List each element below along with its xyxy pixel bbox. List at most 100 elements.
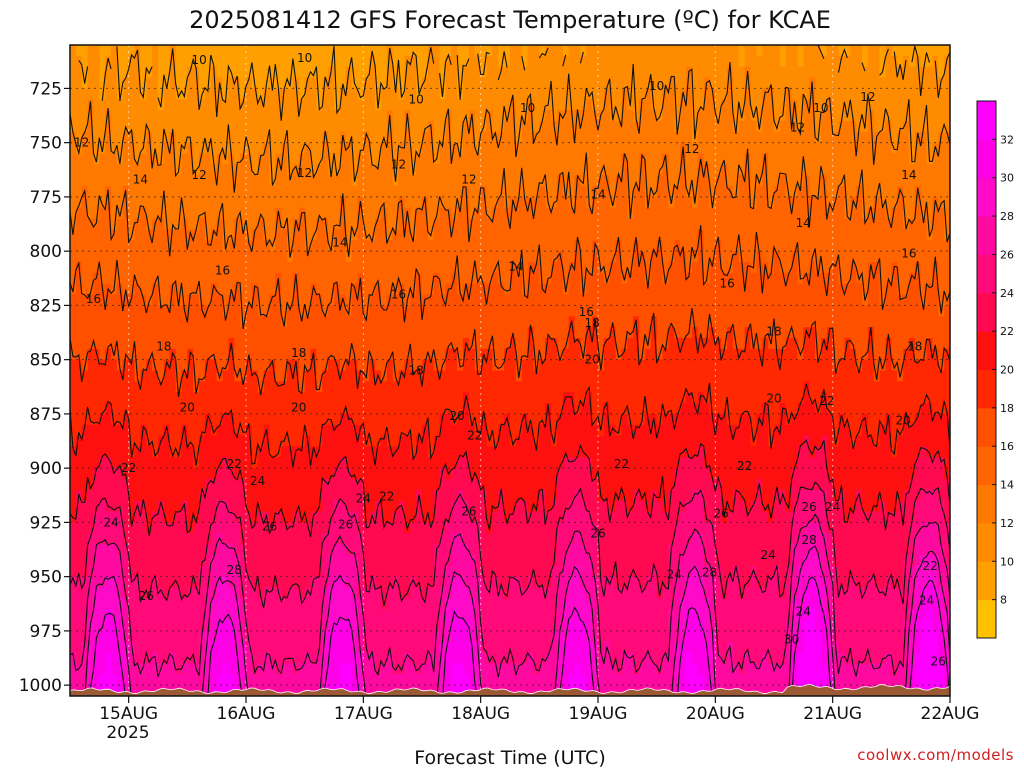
field-cell — [404, 218, 411, 231]
field-cell — [257, 337, 265, 350]
field-cell — [81, 131, 89, 144]
field-cell — [492, 533, 499, 545]
field-cell — [521, 283, 529, 296]
field-cell — [257, 131, 265, 144]
field-cell — [116, 77, 124, 89]
field-cell — [527, 413, 535, 426]
field-cell — [111, 316, 118, 328]
field-cell — [398, 175, 405, 187]
field-cell — [392, 598, 400, 610]
field-cell — [474, 305, 482, 317]
field-cell — [105, 370, 112, 382]
field-cell — [545, 262, 552, 274]
field-cell — [122, 381, 130, 393]
field-cell — [480, 403, 488, 415]
field-cell — [99, 392, 106, 404]
field-cell — [451, 262, 458, 274]
field-cell — [152, 609, 159, 621]
field-cell — [199, 262, 206, 274]
field-cell — [527, 272, 535, 285]
field-cell — [210, 207, 218, 220]
field-cell — [222, 142, 229, 155]
field-cell — [416, 381, 423, 393]
field-cell — [345, 120, 353, 133]
field-cell — [386, 305, 394, 317]
field-cell — [234, 468, 241, 480]
field-cell — [451, 522, 458, 534]
field-cell — [281, 327, 288, 339]
field-cell — [551, 294, 558, 306]
field-cell — [152, 413, 159, 426]
field-cell — [463, 479, 470, 491]
field-cell — [99, 652, 106, 665]
field-cell — [351, 500, 359, 513]
field-cell — [322, 196, 329, 209]
field-cell — [334, 305, 341, 317]
field-cell — [111, 218, 118, 231]
field-cell — [328, 196, 335, 209]
field-cell — [521, 218, 529, 231]
field-cell — [416, 500, 423, 513]
field-cell — [99, 457, 106, 469]
field-cell — [468, 348, 476, 361]
field-cell — [451, 175, 458, 187]
field-cell — [398, 45, 405, 57]
field-cell — [375, 630, 382, 643]
field-cell — [93, 283, 100, 296]
field-cell — [345, 587, 353, 599]
field-cell — [257, 435, 265, 448]
field-cell — [257, 533, 265, 545]
field-cell — [75, 316, 83, 328]
field-cell — [216, 240, 224, 252]
field-cell — [70, 565, 77, 578]
field-cell — [422, 674, 429, 686]
field-cell — [87, 196, 95, 209]
field-cell — [234, 229, 241, 241]
field-cell — [492, 468, 499, 480]
field-cell — [486, 99, 493, 111]
field-cell — [210, 522, 218, 534]
field-cell — [187, 609, 194, 621]
field-cell — [175, 598, 183, 610]
field-cell — [463, 99, 470, 111]
field-cell — [545, 120, 552, 133]
field-cell — [480, 110, 488, 122]
field-cell — [310, 45, 317, 57]
field-cell — [545, 609, 552, 621]
field-cell — [216, 348, 224, 361]
field-cell — [439, 457, 447, 469]
field-cell — [140, 207, 147, 220]
field-cell — [246, 131, 253, 144]
field-cell — [386, 620, 394, 632]
field-cell — [322, 587, 329, 599]
field-cell — [398, 609, 405, 621]
field-cell — [468, 522, 476, 534]
field-cell — [334, 66, 341, 79]
field-cell — [380, 674, 388, 686]
field-cell — [87, 88, 95, 100]
field-cell — [539, 403, 546, 415]
field-cell — [163, 262, 171, 274]
field-cell — [427, 674, 435, 686]
field-cell — [105, 229, 112, 241]
field-cell — [357, 99, 364, 111]
field-cell — [128, 381, 136, 393]
field-cell — [316, 468, 323, 480]
field-cell — [281, 175, 288, 187]
field-cell — [228, 305, 235, 317]
field-cell — [410, 110, 417, 122]
field-cell — [140, 468, 147, 480]
field-cell — [521, 99, 529, 111]
field-cell — [398, 66, 405, 79]
field-cell — [93, 251, 100, 263]
field-cell — [105, 609, 112, 621]
field-cell — [445, 337, 452, 350]
field-cell — [527, 392, 535, 404]
field-cell — [433, 435, 441, 448]
field-cell — [422, 468, 429, 480]
field-cell — [175, 110, 183, 122]
field-cell — [316, 533, 323, 545]
field-cell — [75, 240, 83, 252]
field-cell — [439, 229, 447, 241]
field-cell — [486, 251, 493, 263]
